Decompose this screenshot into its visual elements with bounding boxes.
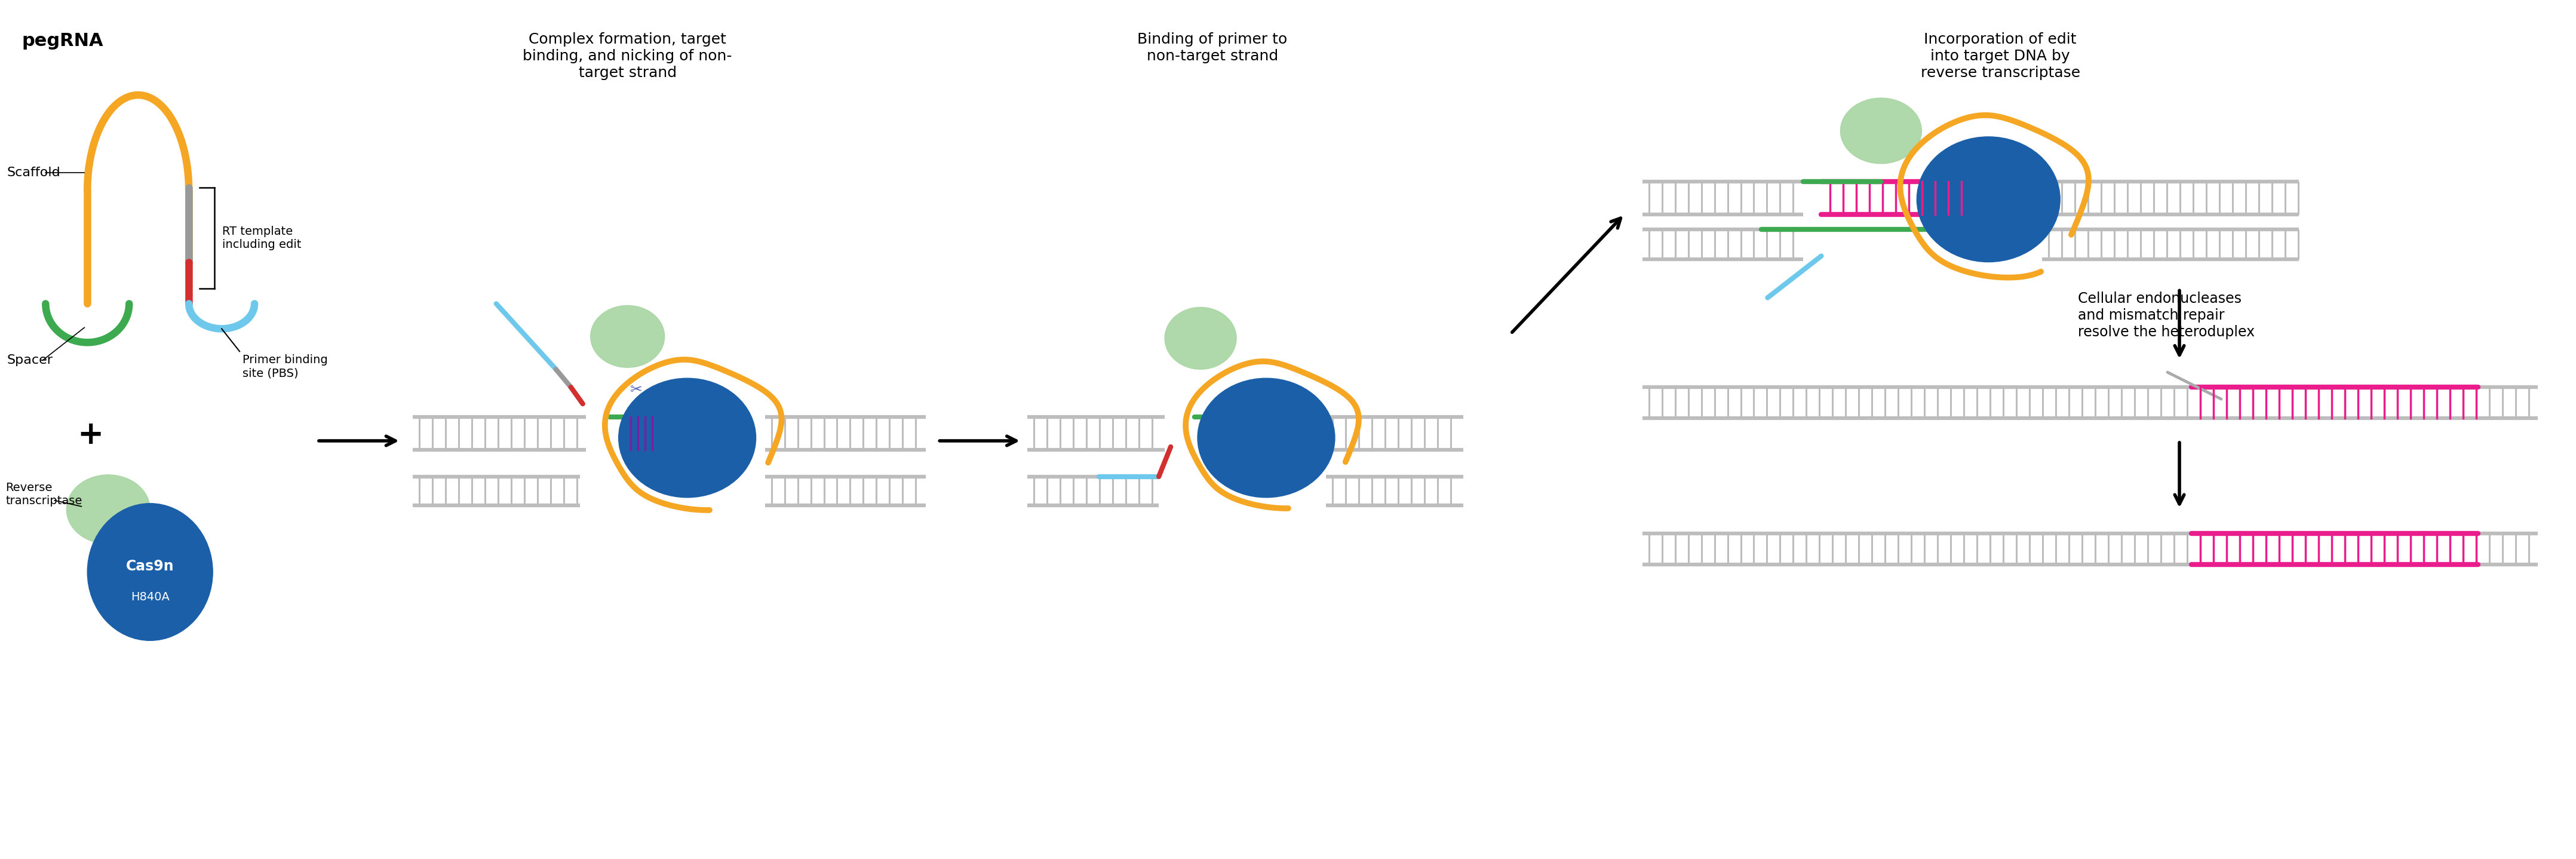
Ellipse shape <box>618 378 755 497</box>
Ellipse shape <box>67 475 149 544</box>
Text: H840A: H840A <box>131 591 170 603</box>
Text: Primer binding
site (PBS): Primer binding site (PBS) <box>242 355 327 379</box>
Text: Complex formation, target
binding, and nicking of non-
target strand: Complex formation, target binding, and n… <box>523 33 732 80</box>
Text: RT template
including edit: RT template including edit <box>222 226 301 250</box>
Ellipse shape <box>1839 98 1922 163</box>
Text: Spacer: Spacer <box>8 355 52 366</box>
Text: Cas9n: Cas9n <box>126 559 175 573</box>
Text: Scaffold: Scaffold <box>8 167 59 179</box>
Text: Cellular endonucleases
and mismatch repair
resolve the heteroduplex: Cellular endonucleases and mismatch repa… <box>2079 292 2254 339</box>
Ellipse shape <box>590 306 665 368</box>
Text: Reverse
transcriptase: Reverse transcriptase <box>5 482 82 507</box>
Ellipse shape <box>1917 137 2061 262</box>
Ellipse shape <box>88 503 214 641</box>
Text: ✂: ✂ <box>631 383 644 398</box>
Ellipse shape <box>1164 308 1236 369</box>
Text: pegRNA: pegRNA <box>21 33 103 50</box>
Text: +: + <box>77 419 103 450</box>
Text: Incorporation of edit
into target DNA by
reverse transcriptase: Incorporation of edit into target DNA by… <box>1922 33 2081 80</box>
Text: Binding of primer to
non-target strand: Binding of primer to non-target strand <box>1139 33 1288 64</box>
Ellipse shape <box>1198 378 1334 497</box>
